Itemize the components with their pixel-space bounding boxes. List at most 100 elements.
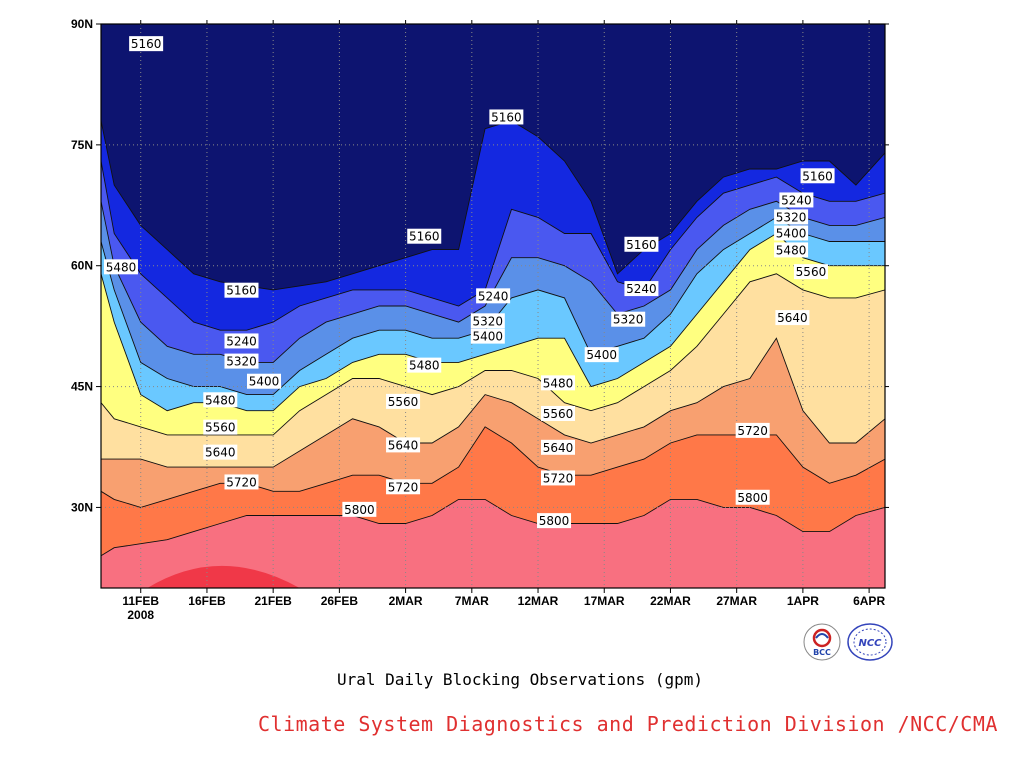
bcc-logo-text: BCC (813, 648, 831, 657)
contour-label-bg (129, 36, 164, 52)
contour-label-bg (224, 474, 259, 490)
contour-label-bg (203, 419, 238, 435)
contour-label: 5640 (386, 437, 421, 453)
x-tick-label: 1APR (787, 594, 819, 608)
contour-label-text: 5160 (226, 284, 257, 298)
contour-label: 5800 (342, 501, 377, 517)
contour-label-text: 5480 (106, 260, 137, 274)
contour-label-text: 5560 (543, 407, 574, 421)
contour-band-5800 (101, 499, 885, 588)
contour-label-text: 5560 (388, 395, 419, 409)
contour-label: 5560 (203, 419, 238, 435)
contour-band-max (147, 565, 300, 588)
ncc-logo-text: NCC (858, 638, 882, 649)
contour-label-bg (537, 513, 572, 529)
contour-label-text: 5800 (344, 503, 375, 517)
contour-label-text: 5160 (491, 110, 522, 124)
contour-label: 5160 (129, 36, 164, 52)
contour-label-bg (541, 405, 575, 421)
contour-label-bg (489, 109, 524, 125)
axes: 11FEB 16FEB 21FEB 26FEB 2MAR 7MAR 12MAR 17MAR 22… (71, 17, 889, 622)
contour-label-bg (203, 444, 238, 460)
contour-label: 5160 (489, 109, 524, 125)
x-tick-label: 11FEB (122, 594, 159, 608)
contour-label: 5240 (476, 288, 511, 304)
contour-label-bg (541, 375, 575, 391)
contour-label-bg (470, 313, 505, 329)
contour-label-bg (584, 347, 619, 363)
contour-labels: 5160 5160 5160 5160 5160 5160 5240 5320 5400 5480… (103, 36, 835, 529)
contour-label-text: 5160 (409, 230, 440, 244)
contour-line-5640 (101, 337, 885, 468)
contour-label: 5560 (386, 393, 421, 409)
contour-label: 5480 (774, 242, 809, 258)
contour-label: 5160 (800, 168, 835, 184)
grid-lines (101, 24, 885, 588)
contour-label-bg (407, 357, 442, 373)
contour-label: 5400 (584, 347, 619, 363)
contour-label: 5560 (541, 405, 575, 421)
contour-label-text: 5400 (473, 330, 504, 344)
contour-label-text: 5320 (613, 313, 644, 327)
contour-label: 5400 (247, 373, 281, 389)
contour-label-text: 5320 (473, 314, 504, 328)
contour-label-text: 5800 (539, 514, 570, 528)
x-tick-label: 17MAR (584, 594, 625, 608)
contour-label: 5640 (541, 439, 575, 455)
contour-label-bg (735, 422, 770, 438)
contour-label-text: 5640 (205, 446, 236, 460)
contour-label-text: 5640 (543, 441, 574, 455)
contour-label-bg (224, 282, 259, 298)
contour-label-bg (735, 489, 770, 505)
contour-label-bg (470, 328, 505, 344)
contour-label-text: 5240 (226, 334, 257, 348)
x-tick-label: 12MAR (518, 594, 559, 608)
contour-label-text: 5480 (409, 359, 440, 373)
contour-line-5560 (101, 273, 885, 436)
contour-label-bg (793, 264, 828, 280)
contour-label-bg (774, 225, 809, 241)
contour-label-text: 5160 (131, 37, 162, 51)
x-tick-label: 2MAR (389, 594, 423, 608)
x-year-label: 2008 (127, 608, 154, 622)
contour-label: 5240 (779, 192, 814, 208)
contour-label-bg (342, 501, 377, 517)
contour-label-text: 5560 (796, 265, 827, 279)
contour-label: 5320 (224, 353, 259, 369)
x-tick-label: 21FEB (254, 594, 292, 608)
contour-label: 5800 (537, 513, 572, 529)
contour-label-text: 5640 (777, 311, 808, 325)
contour-label-bg (476, 288, 511, 304)
contour-label-text: 5720 (737, 424, 768, 438)
contour-label-text: 5480 (205, 393, 236, 407)
contour-label-bg (775, 310, 810, 326)
contour-label-bg (779, 192, 814, 208)
contour-line-5320 (101, 200, 885, 363)
contour-label-text: 5240 (781, 193, 812, 207)
contour-label-bg (774, 209, 809, 225)
contour-label-text: 5560 (205, 421, 236, 435)
contour-label-text: 5320 (776, 210, 807, 224)
y-tick-label: 75N (71, 138, 93, 152)
contour-label-bg (386, 479, 421, 495)
contour-label-bg (611, 311, 646, 327)
contour-label-text: 5240 (626, 282, 657, 296)
bcc-logo: BCC (803, 623, 841, 661)
contour-label: 5400 (774, 225, 809, 241)
contour-label-bg (407, 228, 442, 244)
contour-label-text: 5640 (388, 438, 419, 452)
contour-label: 5160 (407, 228, 442, 244)
chart-title: Ural Daily Blocking Observations (gpm) (336, 670, 704, 689)
contour-label-bg (541, 470, 575, 486)
y-tick-label: 30N (71, 500, 93, 514)
contour-label: 5800 (735, 489, 770, 505)
contour-line-5160 (101, 120, 885, 291)
x-tick-label: 22MAR (650, 594, 691, 608)
contour-label: 5480 (541, 375, 575, 391)
contour-label-text: 5400 (586, 348, 617, 362)
contour-label: 5640 (203, 444, 238, 460)
contour-label: 5320 (611, 311, 646, 327)
contour-label-bg (224, 353, 259, 369)
contour-label-bg (800, 168, 835, 184)
